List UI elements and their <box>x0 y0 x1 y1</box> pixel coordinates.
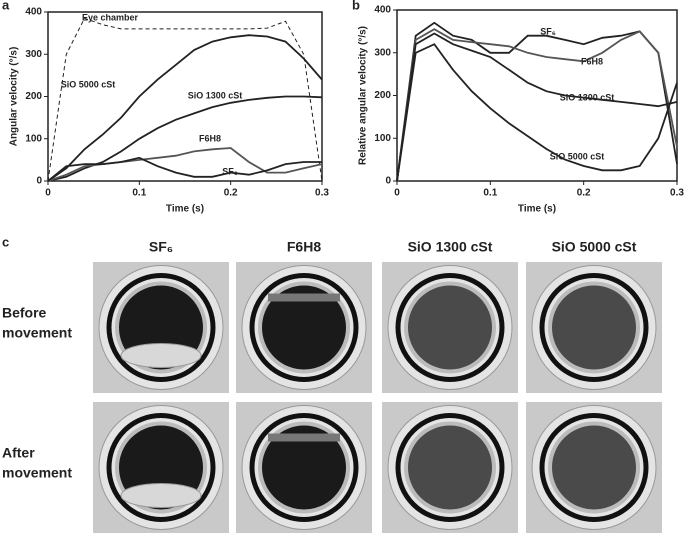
x-tick-label: 0.3 <box>315 188 329 199</box>
y-tick-label: 200 <box>25 91 42 102</box>
series-label: SiO 5000 cSt <box>61 79 116 89</box>
x-tick-label: 0.2 <box>577 188 591 199</box>
series-line <box>396 32 678 182</box>
photo <box>93 402 229 533</box>
series-line <box>47 34 323 182</box>
x-tick-label: 0.3 <box>670 188 684 199</box>
y-tick-label: 200 <box>374 90 391 101</box>
row-label: movement <box>2 325 72 341</box>
series-label: SiO 1300 cSt <box>188 90 243 100</box>
photo <box>526 262 662 393</box>
x-tick-label: 0.1 <box>132 188 146 199</box>
chamber <box>258 421 350 514</box>
photo <box>236 402 372 533</box>
series-label: Eye chamber <box>82 12 139 22</box>
chamber <box>548 421 640 514</box>
y-tick-label: 300 <box>25 49 42 60</box>
series-label: SF₆ <box>222 166 238 176</box>
x-axis-label: Time (s) <box>518 204 556 215</box>
series-line <box>47 95 323 182</box>
series-line <box>396 21 678 182</box>
panel-letter: a <box>2 0 10 12</box>
chamber <box>404 421 496 514</box>
chamber <box>404 281 496 374</box>
photo <box>382 262 518 393</box>
series-line <box>47 156 322 182</box>
y-tick-label: 0 <box>385 176 391 187</box>
photo <box>93 262 229 393</box>
photo <box>382 402 518 533</box>
chamber <box>548 281 640 374</box>
x-tick-label: 0.1 <box>483 188 497 199</box>
photo <box>236 262 372 393</box>
row-label: movement <box>2 465 72 481</box>
row-label: Before <box>2 305 47 321</box>
series-line <box>47 17 323 182</box>
series-label: F6H8 <box>199 133 221 143</box>
y-tick-label: 0 <box>36 176 42 187</box>
panel-letter: b <box>352 0 360 12</box>
series-label: SiO 1300 cSt <box>560 92 615 102</box>
y-tick-label: 400 <box>374 5 391 16</box>
black-ring <box>249 273 359 382</box>
x-tick-label: 0 <box>45 188 51 199</box>
y-tick-label: 300 <box>374 47 391 58</box>
x-tick-label: 0 <box>394 188 400 199</box>
series-label: SiO 5000 cSt <box>550 151 605 161</box>
column-header: SF₆ <box>149 239 173 255</box>
y-axis-label: Relative angular velocity (°/s) <box>358 26 369 165</box>
series-label: F6H8 <box>581 56 603 66</box>
column-header: SiO 5000 cSt <box>552 239 637 255</box>
panel-letter: c <box>2 234 9 249</box>
bubble <box>120 343 202 368</box>
series-line <box>396 43 678 182</box>
series-line <box>47 147 323 182</box>
x-tick-label: 0.2 <box>224 188 238 199</box>
y-tick-label: 100 <box>374 133 391 144</box>
black-ring <box>106 413 216 522</box>
bubble <box>268 433 340 442</box>
black-ring <box>106 273 216 382</box>
y-tick-label: 400 <box>25 7 42 18</box>
photo <box>526 402 662 533</box>
series-line <box>396 28 678 182</box>
chamber <box>258 281 350 374</box>
black-ring <box>539 413 649 522</box>
y-tick-label: 100 <box>25 133 42 144</box>
bubble <box>120 483 202 508</box>
black-ring <box>539 273 649 382</box>
series-label: SF₆ <box>540 26 556 36</box>
y-axis-label: Angular velocity (°/s) <box>9 47 20 147</box>
bubble <box>268 293 340 302</box>
row-label: After <box>2 445 35 461</box>
x-axis-label: Time (s) <box>166 204 204 215</box>
black-ring <box>395 413 505 522</box>
column-header: F6H8 <box>287 239 321 255</box>
column-header: SiO 1300 cSt <box>408 239 493 255</box>
black-ring <box>249 413 359 522</box>
black-ring <box>395 273 505 382</box>
